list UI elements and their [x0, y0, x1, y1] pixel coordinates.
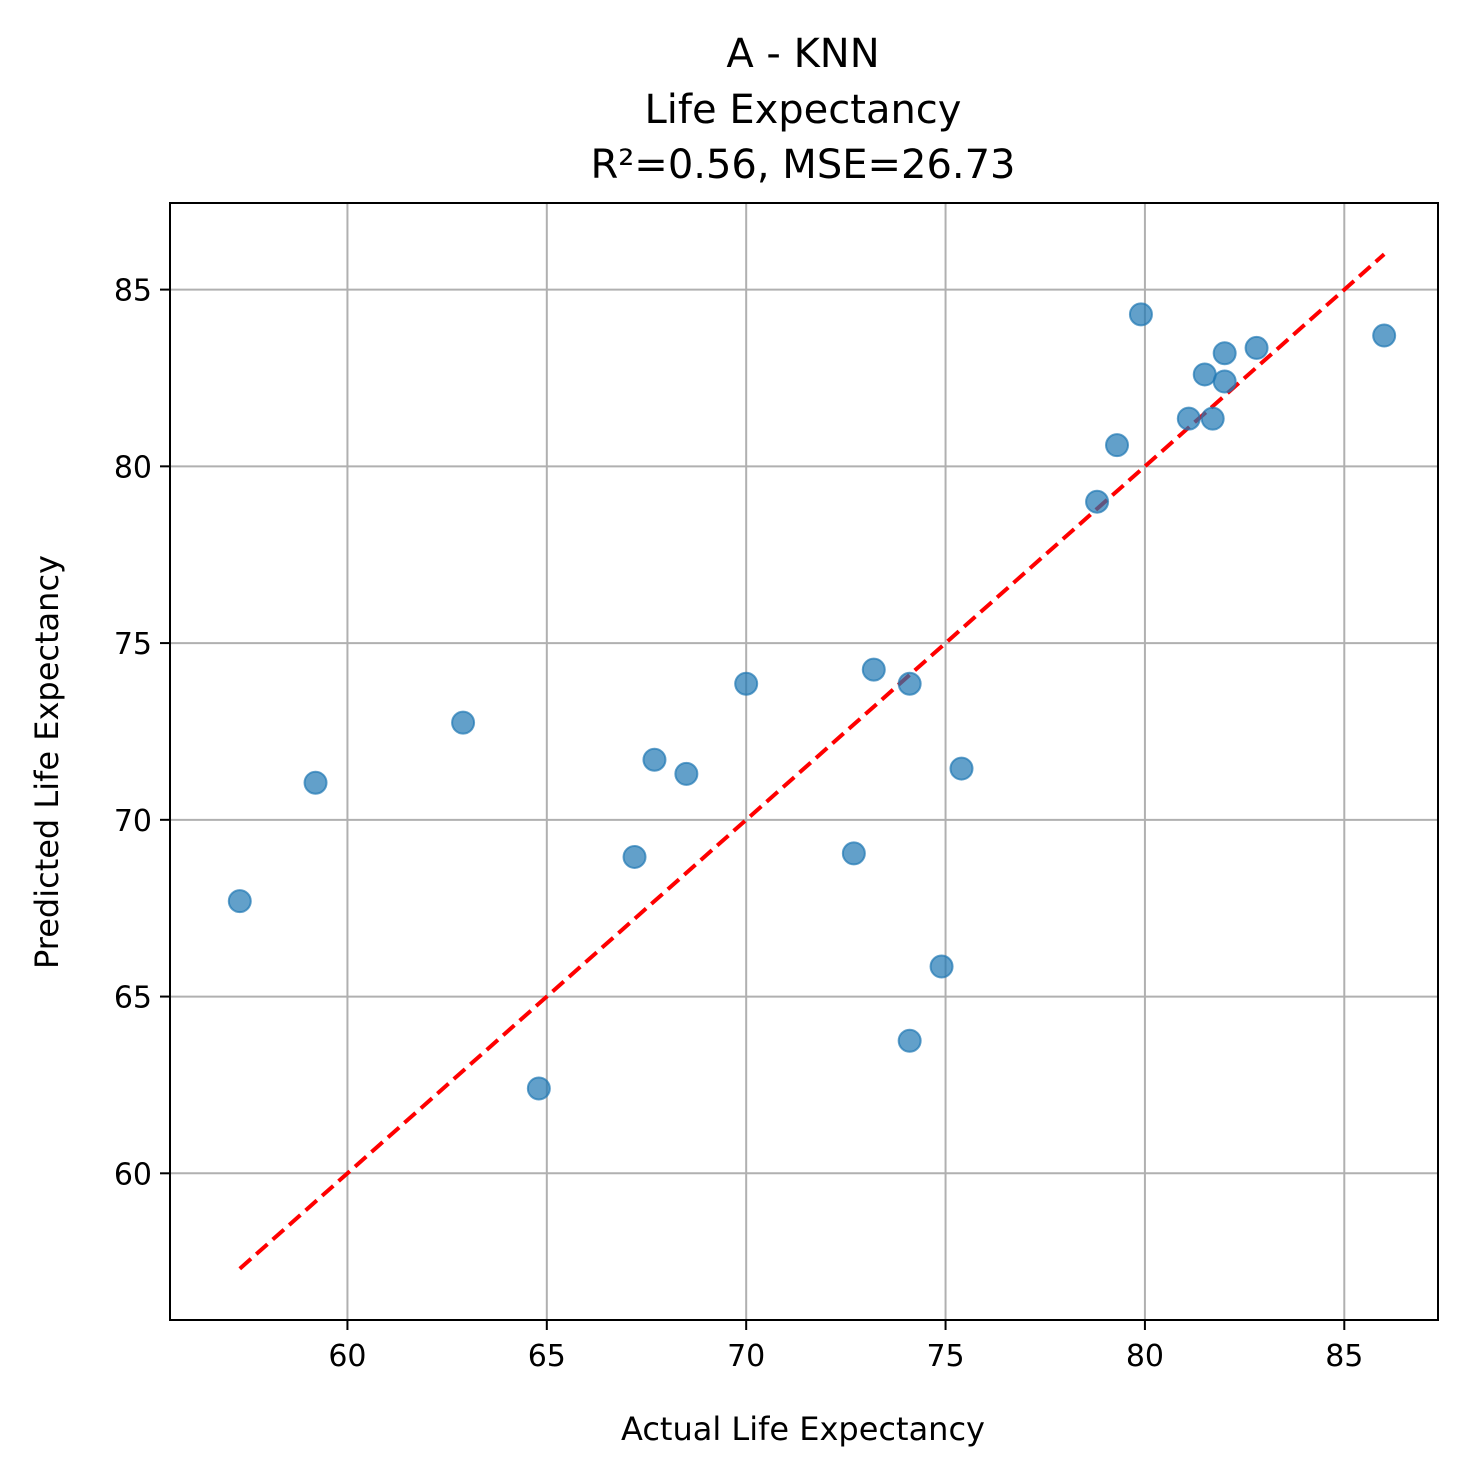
data-point: [622, 844, 647, 869]
data-point: [1372, 323, 1397, 348]
x-tick-label: 65: [528, 1339, 566, 1374]
x-tick-label: 75: [926, 1339, 964, 1374]
reference-line-group: [238, 252, 1386, 1271]
x-tick-label: 60: [328, 1339, 366, 1374]
data-point: [642, 747, 667, 772]
data-point: [861, 657, 886, 682]
data-point: [1244, 335, 1269, 360]
data-point: [929, 954, 954, 979]
data-point: [674, 761, 699, 786]
data-point: [841, 841, 866, 866]
data-point: [949, 756, 974, 781]
data-point: [734, 671, 759, 696]
data-point: [897, 671, 922, 696]
title-line-target: Life Expectancy: [645, 87, 962, 133]
y-tick-label: 75: [114, 627, 152, 662]
reference-line: [238, 252, 1386, 1271]
gridlines: [170, 203, 1438, 1320]
data-point: [451, 710, 476, 735]
data-point: [1192, 362, 1217, 387]
x-tick-label: 80: [1126, 1339, 1164, 1374]
y-tick-label: 80: [114, 450, 152, 485]
x-tick-label: 70: [727, 1339, 765, 1374]
data-points: [227, 302, 1397, 1101]
x-axis-ticks: 60 65 70 75 80 85: [328, 1320, 1363, 1374]
title-line-model: A - KNN: [726, 31, 879, 77]
plot-frame: [169, 202, 1439, 1321]
data-point: [897, 1028, 922, 1053]
data-point: [1085, 489, 1110, 514]
data-point: [303, 770, 328, 795]
y-tick-label: 60: [114, 1157, 152, 1192]
chart-title: A - KNN Life Expectancy R²=0.56, MSE=26.…: [590, 31, 1015, 188]
title-line-metrics: R²=0.56, MSE=26.73: [590, 142, 1015, 188]
data-point: [1212, 369, 1237, 394]
data-point: [227, 889, 252, 914]
data-point: [1105, 433, 1130, 458]
data-point: [1128, 302, 1153, 327]
x-axis-label: Actual Life Expectancy: [621, 1410, 985, 1448]
y-tick-label: 70: [114, 804, 152, 839]
x-tick-label: 85: [1325, 1339, 1363, 1374]
data-point: [526, 1076, 551, 1101]
y-axis-label: Predicted Life Expectancy: [28, 555, 66, 969]
data-point: [1212, 341, 1237, 366]
data-point: [1176, 406, 1201, 431]
data-point: [1200, 406, 1225, 431]
y-tick-label: 85: [114, 274, 152, 309]
y-axis-ticks: 60 65 70 75 80 85: [114, 274, 170, 1192]
y-tick-label: 65: [114, 981, 152, 1016]
